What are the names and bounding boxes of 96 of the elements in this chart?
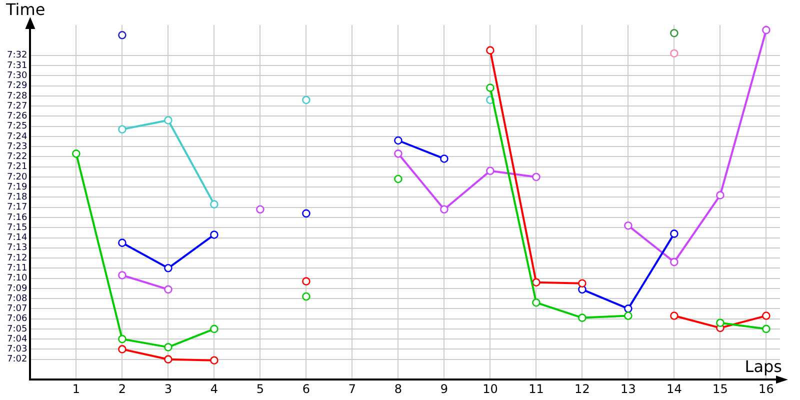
x-tick-label: 7 [348,382,356,396]
x-axis-title: Laps [744,356,782,376]
point [72,150,80,158]
point [394,150,402,158]
point [256,205,264,214]
point [164,116,172,124]
y-tick-label: 7:15 [6,222,28,233]
point [670,49,678,58]
y-tick-label: 7:19 [6,182,28,192]
point [762,324,770,334]
y-tick-label: 7:27 [6,101,28,112]
point [118,125,126,134]
point [440,154,448,163]
point [486,166,494,176]
y-tick-label: 7:05 [6,324,28,334]
x-tick-label: 13 [620,382,636,396]
point [440,205,448,214]
y-tick-label: 7:24 [6,132,28,142]
point [164,343,172,352]
point [670,312,678,320]
x-tick-label: 14 [666,382,682,396]
y-tick-label: 7:17 [6,202,28,213]
y-tick-label: 7:31 [6,60,28,71]
y-tick-label: 7:30 [6,71,28,81]
point [532,298,540,307]
point [164,264,172,272]
point [210,200,218,208]
point [394,136,402,145]
y-tick-label: 7:04 [6,334,28,344]
point [716,191,724,200]
x-tick-label: 2 [118,382,126,396]
point [670,28,678,38]
y-tick-label: 7:28 [6,91,28,102]
point [624,221,632,230]
point [578,279,586,288]
point [302,292,310,301]
point [118,238,126,247]
x-tick-label: 15 [712,382,728,396]
y-tick-label: 7:07 [6,304,28,314]
y-tick-label: 7:26 [6,112,28,122]
y-tick-label: 7:22 [6,152,28,162]
y-tick-label: 7:23 [6,142,28,152]
y-tick-label: 7:29 [6,81,28,92]
y-tick-label: 7:20 [6,172,28,182]
x-tick-label: 16 [758,382,774,396]
y-tick-label: 7:03 [6,344,28,355]
point [670,230,678,238]
point [210,356,218,364]
y-tick-label: 7:16 [6,212,28,223]
point [716,318,724,328]
y-axis-title: Time [5,0,46,20]
x-tick-label: 8 [394,382,402,396]
point [164,285,172,294]
x-tick-label: 9 [440,382,448,396]
y-tick-label: 7:14 [6,233,28,244]
x-tick-label: 10 [482,382,498,396]
point [486,46,494,54]
x-tick-label: 6 [302,382,310,396]
y-tick-label: 7:25 [6,122,28,132]
point [578,314,586,322]
point [394,174,402,184]
point [302,209,310,218]
y-tick-label: 7:08 [6,294,28,304]
point [762,26,770,34]
point [164,355,172,364]
point [624,312,632,320]
point [118,30,126,40]
point [210,230,218,239]
y-tick-label: 7:09 [6,284,28,294]
y-tick-label: 7:18 [6,192,28,203]
point [302,277,310,286]
point [210,324,218,334]
point [532,172,540,182]
y-tick-label: 7:32 [6,50,28,61]
point [670,258,678,266]
point [486,84,494,92]
point [118,271,126,280]
x-tick-label: 3 [164,382,172,396]
point [118,334,126,344]
x-tick-label: 12 [574,382,590,396]
point [762,312,770,320]
point [624,304,632,313]
y-tick-label: 7:10 [6,274,28,284]
y-tick-label: 7:13 [6,243,28,254]
y-tick-label: 7:12 [6,253,28,264]
x-tick-label: 5 [256,382,264,396]
point [532,278,540,286]
x-tick-label: 11 [528,382,544,396]
x-tick-label: 4 [210,382,218,396]
x-tick-label: 1 [72,382,80,396]
y-tick-label: 7:06 [6,314,28,324]
y-tick-label: 7:02 [6,354,28,365]
y-tick-label: 7:21 [6,162,28,172]
y-tick-label: 7:11 [6,264,28,274]
point [118,345,126,354]
point [302,96,310,104]
